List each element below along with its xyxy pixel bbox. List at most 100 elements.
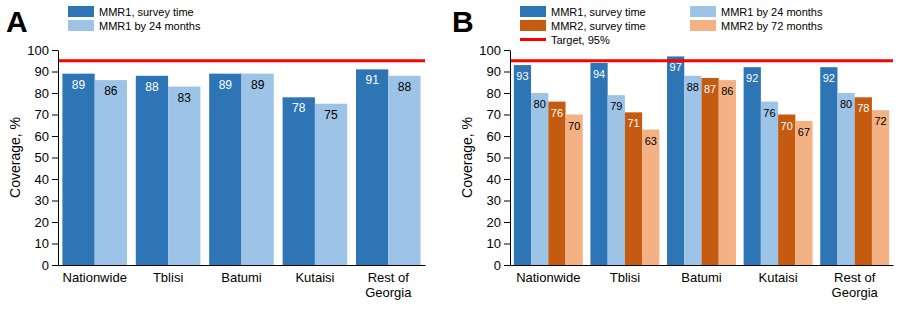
tick-label: Rest ofGeorgia: [832, 270, 879, 300]
tick: 60: [487, 129, 510, 144]
tick-mark: [52, 72, 58, 73]
data-label: 88: [687, 81, 699, 93]
bar: [642, 130, 659, 265]
tick: 100: [479, 43, 510, 58]
legend-label: Target, 95%: [551, 34, 610, 46]
tick-label: Kutaisi: [295, 270, 334, 285]
panel-title: B: [452, 5, 474, 38]
tick: 50: [35, 150, 58, 165]
tick-mark: [504, 244, 510, 245]
bar: [667, 56, 684, 265]
tick-label: Nationwide: [63, 270, 127, 285]
axis-line: [59, 265, 426, 266]
tick: Tblisi: [153, 270, 183, 285]
bar: [744, 67, 761, 265]
tick: Rest ofGeorgia: [832, 270, 879, 300]
legend-item: MMR1 by 24 months: [690, 6, 823, 18]
data-label: 63: [645, 135, 657, 147]
tick-label: 10: [35, 236, 49, 251]
tick-label: 90: [487, 64, 501, 79]
y-axis-title: Coverage, %: [7, 117, 23, 198]
bar: [388, 76, 420, 265]
tick-mark: [52, 136, 58, 137]
tick-label: 0: [494, 258, 501, 273]
tick-label: 70: [487, 107, 501, 122]
tick-label: 30: [487, 193, 501, 208]
tick-mark: [52, 265, 58, 266]
x-axis: Nationwide Tblisi Batumi Kutaisi Rest ofGeor…: [59, 266, 426, 301]
data-label: 78: [857, 102, 869, 114]
bar: [136, 76, 168, 265]
tick: 50: [487, 150, 510, 165]
bar: [315, 104, 347, 265]
tick-label: 20: [487, 215, 501, 230]
data-label: 86: [721, 85, 733, 97]
tick-mark: [52, 93, 58, 94]
legend-swatch: [690, 20, 716, 31]
tick: 20: [487, 215, 510, 230]
tick-label: 60: [487, 129, 501, 144]
tick: 30: [487, 193, 510, 208]
tick: Batumi: [221, 270, 262, 285]
tick-label: 0: [42, 258, 49, 273]
y-axis: 0102030405060708090100: [27, 43, 58, 273]
data-label: 89: [219, 78, 233, 92]
tick-label: 10: [487, 236, 501, 251]
tick: 40: [487, 172, 510, 187]
tick: 80: [487, 86, 510, 101]
plot-area: [58, 61, 425, 265]
legend-swatch: [520, 6, 546, 17]
tick-mark: [504, 179, 510, 180]
bar: [242, 74, 274, 265]
tick: 0: [42, 258, 58, 273]
bar: [625, 112, 642, 265]
data-label: 75: [324, 108, 338, 122]
tick-label: 90: [35, 64, 49, 79]
tick: 10: [35, 236, 58, 251]
plot-area: [510, 56, 893, 265]
tick-mark: [52, 115, 58, 116]
bar-series: [95, 74, 421, 265]
bar: [608, 95, 625, 265]
bar: [837, 93, 854, 265]
tick: 10: [487, 236, 510, 251]
tick-label: 100: [479, 43, 501, 58]
data-label: 72: [874, 115, 886, 127]
data-label: 80: [840, 98, 852, 110]
axis-line: [510, 51, 511, 266]
tick-label: Kutaisi: [759, 270, 798, 285]
bar: [590, 63, 607, 265]
legend-label: MMR1 by 24 months: [721, 6, 823, 18]
bar: [795, 121, 812, 265]
legend-item: MMR1, survey time: [68, 6, 194, 18]
bar: [719, 80, 736, 265]
tick-mark: [52, 158, 58, 159]
data-labels: 89888978918683897588: [72, 73, 412, 121]
data-label: 97: [670, 61, 682, 73]
bar-series: [566, 80, 890, 265]
bar: [283, 97, 315, 265]
tick: 40: [35, 172, 58, 187]
axis-line: [58, 51, 59, 266]
legend-swatch: [68, 20, 94, 31]
data-label: 78: [292, 101, 306, 115]
panel: 8988897891868389758801020304050607080901…: [6, 5, 426, 300]
bar: [168, 87, 200, 265]
tick: Rest ofGeorgia: [365, 270, 412, 300]
bar: [209, 74, 241, 265]
tick: 60: [35, 129, 58, 144]
data-label: 70: [781, 120, 793, 132]
bar: [62, 74, 94, 265]
legend-swatch: [520, 20, 546, 31]
data-label: 89: [72, 78, 86, 92]
bar-series: [548, 78, 872, 265]
legend-swatch: [690, 6, 716, 17]
tick: 70: [487, 107, 510, 122]
legend-item: MMR1, survey time: [520, 6, 646, 18]
y-axis: 0 10 20 30 40 50 60 70 80 90 100: [479, 43, 510, 273]
tick: Nationwide: [516, 270, 580, 285]
bar: [820, 67, 837, 265]
bar: [514, 65, 531, 265]
legend-label: MMR2, survey time: [551, 20, 646, 32]
tick-mark: [504, 72, 510, 73]
